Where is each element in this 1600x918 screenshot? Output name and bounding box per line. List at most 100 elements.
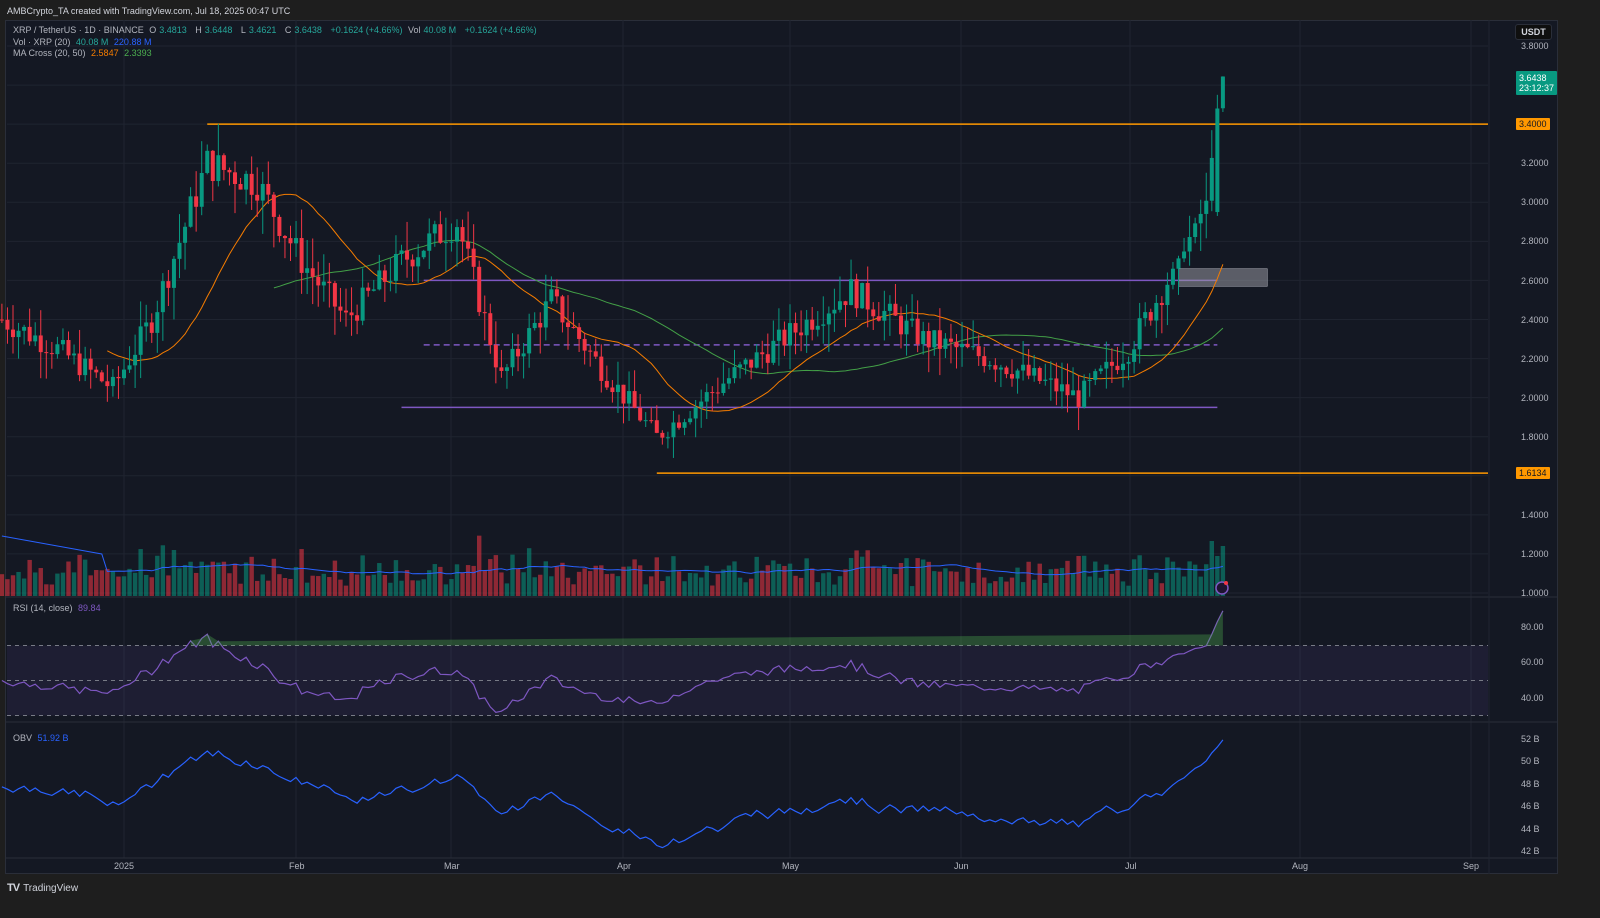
- volume-bar: [599, 565, 604, 596]
- volume-bar: [77, 554, 82, 596]
- volume-bar: [882, 565, 887, 596]
- tradingview-brand[interactable]: TV TradingView: [7, 882, 78, 894]
- candle-body: [588, 350, 593, 352]
- volume-bar: [205, 564, 210, 596]
- volume-bar: [443, 584, 449, 596]
- candle-body: [965, 343, 970, 348]
- candle-body: [793, 323, 798, 333]
- volume-bar: [105, 568, 110, 596]
- volume-bar: [360, 555, 365, 596]
- brand-name: TradingView: [23, 882, 79, 894]
- volume-bar: [454, 564, 460, 596]
- candle-body: [5, 319, 10, 330]
- ma50-line: [273, 239, 1224, 375]
- volume-bar: [1076, 555, 1081, 596]
- candle-body: [693, 407, 698, 419]
- ma20-line: [107, 193, 1224, 412]
- candle-body: [921, 331, 926, 345]
- candle-body: [1187, 237, 1192, 252]
- volume-indicator-label[interactable]: Vol · XRP (20): [13, 37, 71, 47]
- volume-bar: [155, 555, 160, 596]
- candle-body: [887, 303, 892, 311]
- volume-bar: [721, 569, 726, 596]
- candle-body: [837, 301, 842, 310]
- candle-body: [460, 227, 465, 242]
- volume-bar: [488, 559, 493, 596]
- symbol-name[interactable]: XRP / TetherUS · 1D · BINANCE: [13, 25, 144, 35]
- candle-body: [638, 407, 643, 421]
- volume-bar: [1087, 576, 1092, 596]
- candle-body: [788, 323, 792, 346]
- volume-bar: [1181, 576, 1187, 596]
- time-tick: Mar: [444, 861, 460, 871]
- time-tick: Feb: [289, 861, 305, 871]
- volume-bar: [854, 550, 859, 596]
- candle-body: [804, 319, 809, 336]
- volume-bar: [943, 568, 948, 596]
- volume-bar: [898, 562, 904, 596]
- candle-body: [360, 287, 365, 321]
- candle-body: [1148, 312, 1153, 321]
- candle-body: [355, 315, 360, 321]
- candle-body: [976, 346, 981, 357]
- candle-body: [510, 348, 515, 368]
- volume-bar: [571, 584, 576, 596]
- candle-body: [177, 242, 182, 259]
- candle-body: [1059, 384, 1064, 392]
- volume-bar: [1143, 569, 1148, 596]
- candle-body: [860, 283, 865, 309]
- candle-body: [83, 358, 88, 376]
- volume-bar: [1126, 585, 1131, 596]
- candle-body: [987, 365, 992, 367]
- candle-body: [1026, 364, 1031, 376]
- chart-frame[interactable]: [5, 20, 1558, 874]
- candle-body: [249, 173, 254, 195]
- volume-bar: [1165, 557, 1170, 596]
- volume-bar: [449, 579, 454, 596]
- candle-body: [743, 359, 748, 365]
- volume-bar: [1037, 563, 1042, 596]
- resistance-level-tag: 3.4000: [1516, 118, 1550, 130]
- candle-body: [282, 235, 287, 239]
- candle-body: [349, 312, 354, 316]
- volume-bar: [821, 573, 826, 596]
- volume-bar: [771, 560, 776, 596]
- rsi-value: 89.84: [78, 603, 101, 613]
- volume-bar: [687, 572, 693, 596]
- volume-bar: [465, 565, 471, 596]
- volume-bar: [99, 570, 104, 596]
- volume-bar: [382, 574, 388, 596]
- rsi-label[interactable]: RSI (14, close): [13, 603, 73, 613]
- candle-body: [160, 281, 165, 313]
- change-value: +0.1624 (+4.66%): [330, 25, 403, 35]
- candle-body: [721, 383, 726, 394]
- ma-cross-label[interactable]: MA Cross (20, 50): [13, 48, 86, 58]
- candle-body: [266, 183, 271, 195]
- volume-bar: [560, 562, 565, 596]
- volume-bar: [16, 571, 21, 596]
- volume-bar: [33, 572, 38, 596]
- volume-bar: [626, 566, 632, 596]
- ma20-value: 2.5847: [91, 48, 119, 58]
- candle-body: [1143, 312, 1148, 319]
- obv-label[interactable]: OBV: [13, 733, 33, 743]
- volume-bar: [460, 572, 465, 596]
- candle-body: [932, 330, 937, 348]
- volume-bar: [55, 573, 60, 596]
- volume-bar: [615, 576, 621, 596]
- rsi-tick: 80.00: [1521, 622, 1544, 632]
- candle-body: [760, 352, 765, 355]
- candle-body: [94, 369, 99, 373]
- volume-bar: [1204, 564, 1209, 596]
- candle-body: [876, 316, 881, 321]
- currency-button[interactable]: USDT: [1515, 24, 1552, 40]
- candle-body: [449, 241, 454, 243]
- candle-body: [1215, 108, 1220, 213]
- candle-body: [849, 279, 854, 306]
- candle-body: [682, 422, 687, 428]
- candle-body: [543, 301, 548, 328]
- candle-body: [1104, 361, 1109, 369]
- candle-body: [344, 310, 348, 313]
- candle-body: [310, 268, 315, 277]
